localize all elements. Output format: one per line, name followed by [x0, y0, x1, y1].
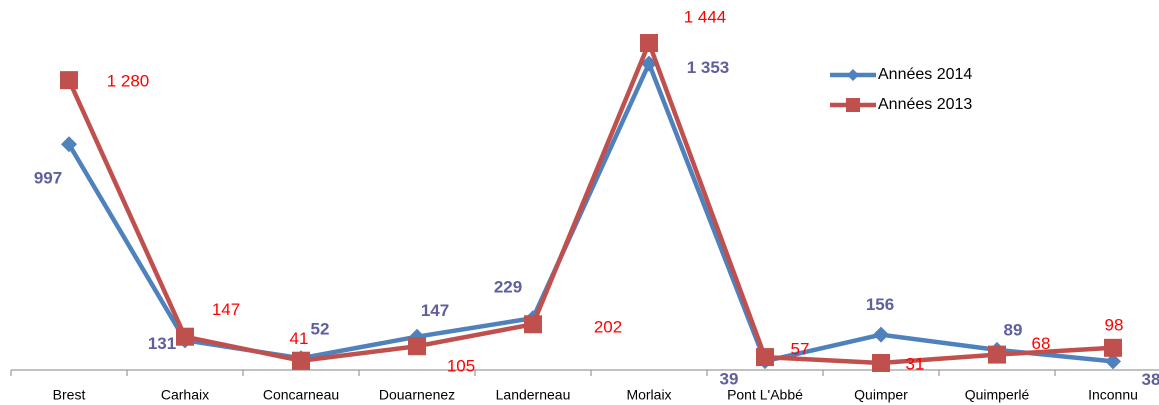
- data-label: 131: [148, 334, 176, 353]
- x-tick-label: Carhaix: [161, 387, 209, 403]
- legend-label: Années 2014: [878, 66, 972, 83]
- data-label: 147: [421, 301, 449, 320]
- data-label: 38: [1142, 370, 1159, 389]
- x-tick-label: Quimper: [854, 387, 908, 403]
- marker: [176, 327, 194, 346]
- marker: [60, 71, 78, 90]
- data-label: 1 444: [684, 7, 727, 26]
- x-tick-label: Quimperlé: [965, 387, 1030, 403]
- marker: [292, 351, 310, 370]
- marker: [640, 34, 658, 52]
- data-label: 68: [1032, 334, 1051, 353]
- legend-label: Années 2013: [878, 96, 972, 113]
- legend-marker: [846, 98, 860, 112]
- x-tick-label: Inconnu: [1088, 387, 1138, 403]
- marker: [988, 345, 1006, 364]
- legend-marker: [847, 69, 859, 81]
- data-label: 1 353: [687, 58, 730, 77]
- marker: [872, 353, 890, 372]
- data-label: 202: [594, 318, 622, 337]
- data-label: 41: [290, 329, 309, 348]
- data-label: 52: [311, 320, 330, 339]
- x-tick-label: Pont L'Abbé: [727, 387, 803, 403]
- data-label: 57: [791, 340, 810, 359]
- marker: [873, 326, 889, 343]
- data-label: 147: [212, 300, 240, 319]
- data-label: 156: [866, 295, 894, 314]
- data-label: 1 280: [107, 72, 150, 91]
- data-label: 98: [1105, 315, 1124, 334]
- x-tick-label: Brest: [53, 387, 86, 403]
- data-label: 89: [1004, 320, 1023, 339]
- marker: [61, 136, 77, 153]
- series-line: [66, 40, 1114, 366]
- x-tick-label: Morlaix: [626, 387, 671, 403]
- x-tick-label: Concarneau: [263, 387, 339, 403]
- data-label: 39: [720, 370, 739, 389]
- marker: [524, 315, 542, 334]
- marker: [1104, 338, 1122, 357]
- x-tick-label: Douarnenez: [379, 387, 455, 403]
- x-tick-label: Landerneau: [496, 387, 571, 403]
- marker: [756, 348, 774, 367]
- data-label: 997: [34, 169, 62, 188]
- marker: [1105, 353, 1121, 370]
- data-label: 105: [447, 357, 475, 376]
- data-label: 229: [494, 278, 522, 297]
- data-label: 31: [906, 354, 925, 373]
- marker: [408, 337, 426, 356]
